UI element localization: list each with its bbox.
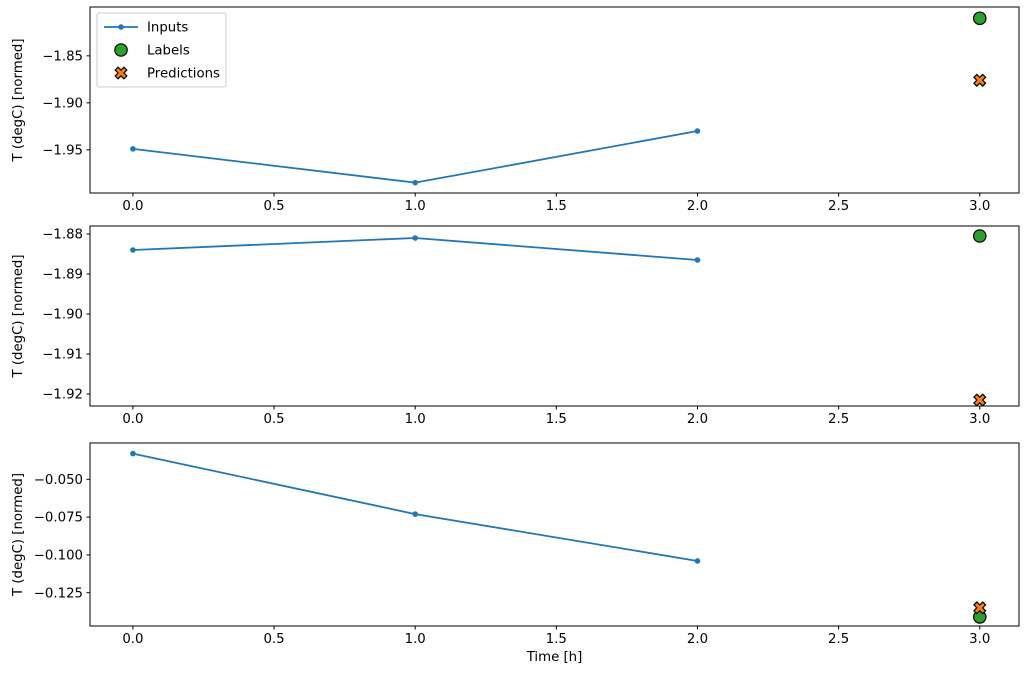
axes-frame	[89, 442, 1020, 627]
series-point-inputs	[130, 146, 136, 152]
subplot-window-1: 0.0 0.5 1.0 1.5 2.0 2.5 3.0 −1.85 −1.90 −1.95 T (d…	[11, 6, 1020, 214]
series-point-inputs	[694, 128, 701, 134]
series-point-inputs	[130, 247, 136, 253]
y-tick-label: −1.90	[42, 96, 83, 111]
series-point-inputs	[694, 558, 701, 564]
x-tick-label: 0.0	[122, 632, 143, 647]
y-tick-label: −1.88	[42, 228, 83, 243]
x-tick-label: 3.0	[969, 199, 990, 214]
x-tick-label: 1.0	[405, 412, 426, 427]
y-tick-label: −1.91	[42, 348, 83, 363]
x-tick-label: 1.5	[546, 412, 567, 427]
y-tick-label: −1.85	[42, 49, 83, 64]
y-tick-label: −1.90	[42, 308, 83, 323]
series-point-inputs	[412, 511, 418, 517]
series-point-inputs	[694, 257, 701, 263]
y-axis-label: T (degC) [normed]	[11, 473, 26, 597]
x-tick-label: 2.0	[687, 199, 708, 214]
y-tick-label: −0.050	[34, 473, 83, 488]
x-tick-label: 3.0	[969, 412, 990, 427]
series-point-inputs	[412, 235, 418, 241]
y-tick-label: −0.100	[34, 549, 83, 564]
y-axis-label: T (degC) [normed]	[11, 38, 26, 162]
axes-frame	[89, 6, 1020, 194]
x-tick-label: 3.0	[969, 632, 990, 647]
series-point-inputs	[412, 179, 418, 186]
x-tick-label: 2.0	[687, 412, 708, 427]
legend-label: Inputs	[147, 21, 188, 36]
series-marker-predictions	[973, 393, 987, 407]
x-tick-label: 1.5	[546, 199, 567, 214]
x-tick-label: 2.5	[828, 412, 849, 427]
x-tick-label: 0.0	[122, 412, 143, 427]
x-tick-label: 0.5	[263, 412, 284, 427]
y-tick-label: −1.92	[42, 388, 83, 403]
x-tick-label: 2.0	[687, 632, 708, 647]
x-tick-label: 2.5	[828, 632, 849, 647]
subplot-window-2: 0.0 0.5 1.0 1.5 2.0 2.5 3.0 −1.88 −1.89 −1.90 −1.9…	[11, 225, 1020, 427]
x-tick-label: 0.0	[122, 199, 143, 214]
x-tick-label: 0.5	[263, 199, 284, 214]
legend-label: Predictions	[147, 67, 220, 82]
x-tick-label: 2.5	[828, 199, 849, 214]
series-point-inputs	[130, 450, 136, 457]
legend-circle-sample	[114, 43, 128, 57]
y-tick-label: −0.075	[34, 511, 83, 526]
legend-label: Labels	[147, 44, 190, 59]
x-axis-label: Time [h]	[526, 650, 583, 665]
y-tick-label: −0.125	[34, 586, 83, 601]
x-tick-label: 1.0	[405, 632, 426, 647]
x-tick-label: 1.5	[546, 632, 567, 647]
subplot-window-3: 0.0 0.5 1.0 1.5 2.0 2.5 3.0 −0.050 −0.075 −0.100 −…	[11, 442, 1020, 665]
series-marker-labels	[972, 11, 987, 26]
series-marker-predictions	[973, 601, 987, 615]
legend-box	[96, 12, 227, 88]
axes-frame	[89, 225, 1020, 407]
series-marker-labels	[972, 229, 987, 243]
legend-dot-sample	[118, 24, 124, 30]
y-axis-label: T (degC) [normed]	[11, 254, 26, 378]
legend-X-sample	[114, 66, 128, 80]
series-marker-predictions	[973, 73, 987, 87]
y-tick-label: −1.89	[42, 268, 83, 283]
x-tick-label: 0.5	[263, 632, 284, 647]
legend: Inputs Labels Predictions	[96, 12, 227, 88]
x-tick-label: 1.0	[405, 199, 426, 214]
y-tick-label: −1.95	[42, 143, 83, 158]
